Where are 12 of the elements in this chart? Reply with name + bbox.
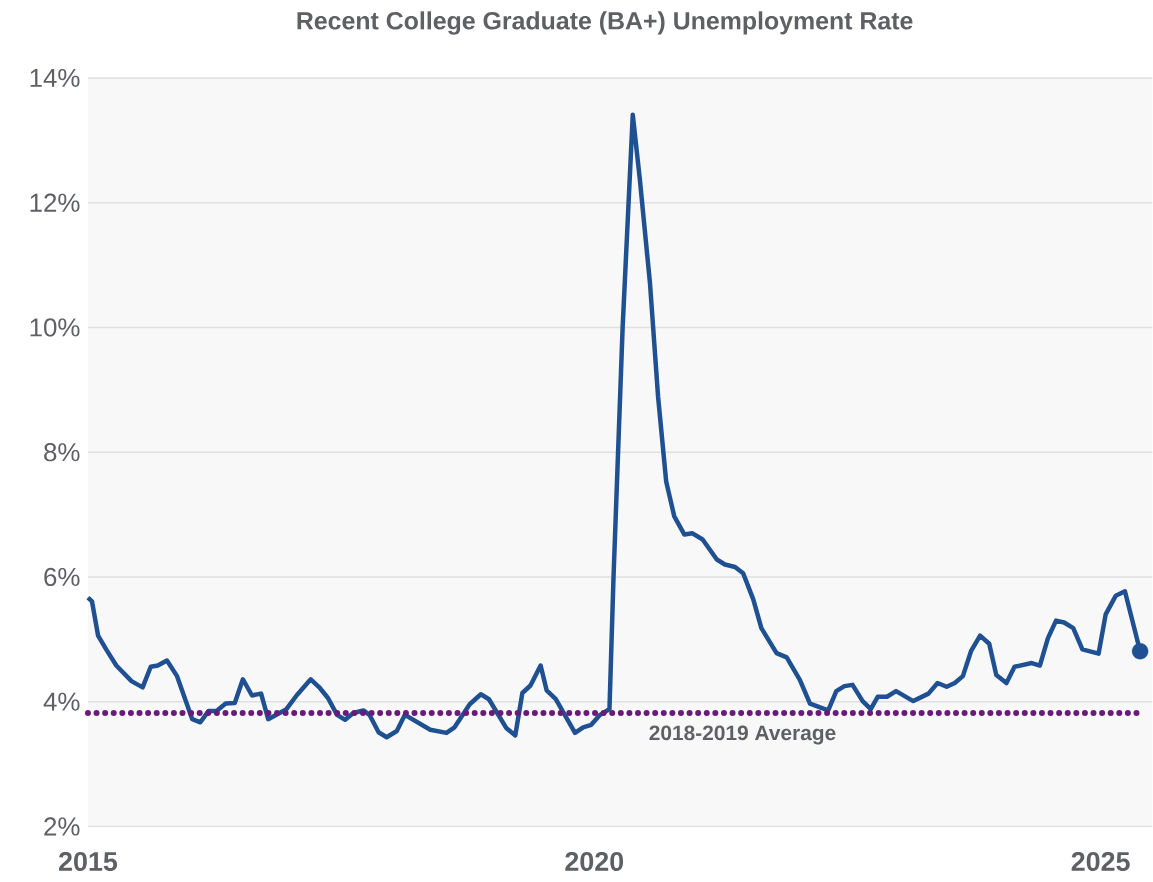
y-tick-label: 12% [30, 193, 80, 212]
ref-line-label: 2018-2019 Average [649, 725, 836, 745]
x-tick-label: 2020 [565, 851, 624, 871]
y-tick-label: 8% [44, 442, 80, 462]
chart-title: Recent College Graduate (BA+) Unemployment Rate [297, 11, 913, 35]
x-tick-label: 2025 [1071, 851, 1130, 871]
x-tick-label: 2015 [58, 851, 118, 871]
y-tick-label: 6% [44, 567, 80, 586]
y-tick-label: 10% [30, 318, 80, 337]
y-tick-label: 14% [30, 68, 80, 87]
y-tick-label: 2% [44, 817, 80, 836]
y-tick-label: 4% [43, 692, 80, 711]
